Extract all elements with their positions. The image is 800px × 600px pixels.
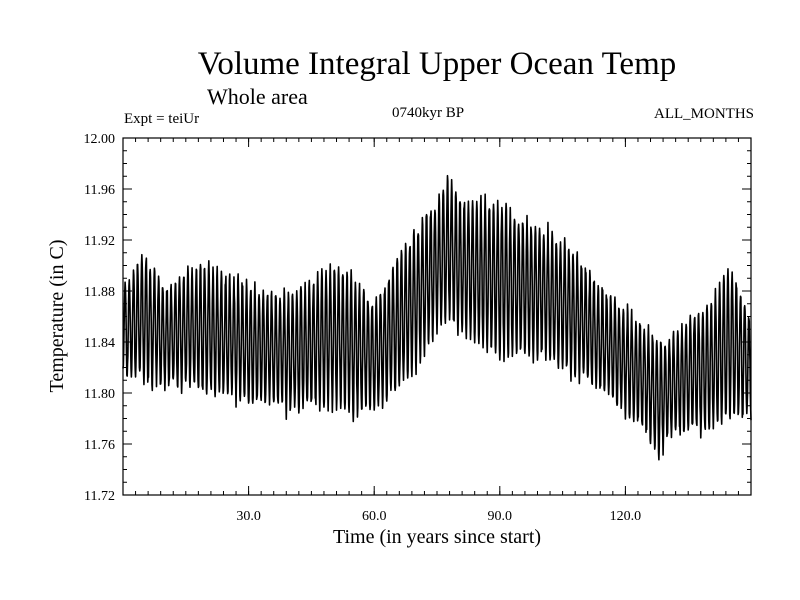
period-label: 0740kyr BP (392, 105, 465, 121)
series-layer (122, 174, 752, 461)
y-tick-label: 11.96 (84, 183, 115, 198)
chart-subtitle: Whole area (207, 84, 308, 109)
experiment-label: Expt = teiUr (124, 111, 200, 127)
y-tick-label: 11.84 (84, 336, 115, 351)
axes-layer: 11.72 11.76 11.80 11.84 11.88 11.92 11.96 12.00… (84, 132, 752, 524)
x-axis-label: Time (in years since start) (332, 526, 542, 548)
y-tick-label: 11.80 (84, 387, 115, 402)
months-label: ALL_MONTHS (654, 106, 754, 122)
y-tick-label: 11.88 (84, 285, 115, 300)
series-line (122, 174, 752, 461)
chart-title: Volume Integral Upper Ocean Temp (197, 46, 677, 82)
x-tick-label: 30.0 (236, 509, 261, 524)
y-tick-label: 11.92 (84, 234, 115, 249)
x-tick-label: 120.0 (610, 509, 642, 524)
y-tick-label: 12.00 (84, 132, 116, 147)
y-tick-label: 11.72 (84, 489, 115, 504)
x-tick-label: 90.0 (488, 509, 513, 524)
x-tick-label: 60.0 (362, 509, 387, 524)
y-tick-label: 11.76 (84, 438, 115, 453)
plot-frame (122, 137, 752, 496)
